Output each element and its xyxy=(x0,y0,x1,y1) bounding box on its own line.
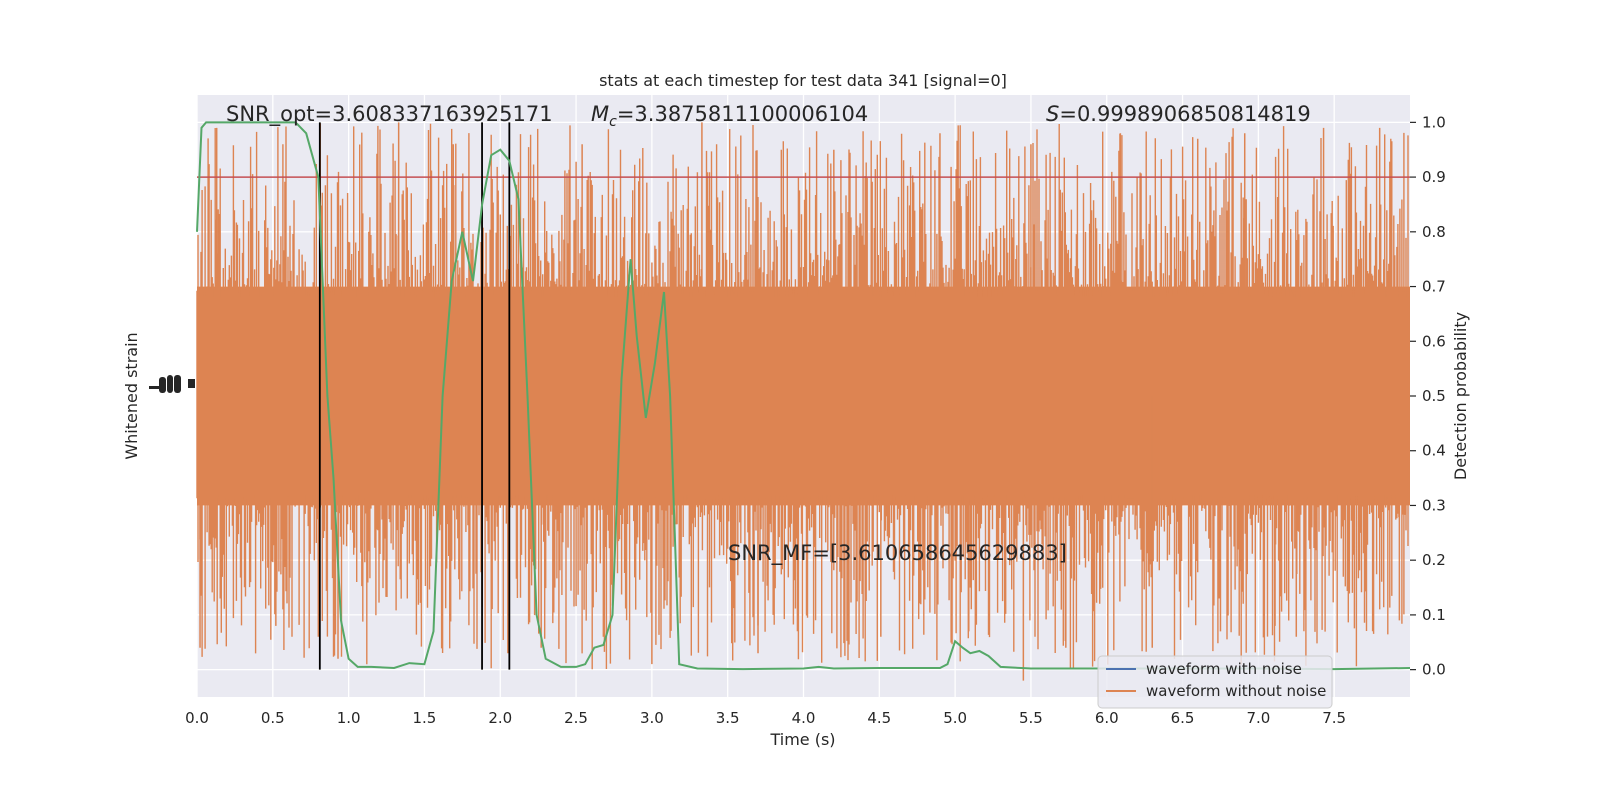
legend: waveform with noise waveform without noi… xyxy=(1097,655,1333,709)
x-tick-label: 4.0 xyxy=(792,709,816,727)
x-axis: 0.0 0.5 1.0 1.5 2.0 2.5 3.0 3.5 4.0 4.5 5.0 5.5 6.0 6… xyxy=(185,709,1346,727)
detection-probability-line xyxy=(196,121,1411,671)
y-tick-label: 0.8 xyxy=(1422,223,1446,241)
x-tick-label: 2.5 xyxy=(564,709,588,727)
s-annotation: S=0.9998906850814819 xyxy=(1046,102,1311,126)
x-tick-label: 0.0 xyxy=(185,709,209,727)
y-tick-label: 0.0 xyxy=(1422,661,1446,679)
y-tick-label: 1.0 xyxy=(1422,113,1446,131)
right-y-axis-label: Detection probability xyxy=(1451,312,1470,480)
y-tick-label: 0.1 xyxy=(1422,606,1446,624)
x-tick-label: 2.0 xyxy=(488,709,512,727)
y-tick-label: 0.2 xyxy=(1422,551,1446,569)
y-tick-label: 0.3 xyxy=(1422,496,1446,514)
left-y-axis-label: Whitened strain xyxy=(122,332,141,459)
strain-series xyxy=(196,122,1410,681)
x-tick-label: 4.5 xyxy=(867,709,891,727)
x-tick-label: 7.0 xyxy=(1246,709,1270,727)
x-tick-label: 6.0 xyxy=(1095,709,1119,727)
x-tick-label: 3.0 xyxy=(640,709,664,727)
x-tick-label: 7.5 xyxy=(1322,709,1346,727)
y-tick-label: 0.5 xyxy=(1422,387,1446,405)
legend-label-without-noise: waveform without noise xyxy=(1146,682,1326,700)
y-tick-label: 0.4 xyxy=(1422,442,1446,460)
x-tick-label: 0.5 xyxy=(261,709,285,727)
y-tick-label: 0.7 xyxy=(1422,278,1446,296)
x-tick-label: 1.0 xyxy=(337,709,361,727)
chart-title: stats at each timestep for test data 341… xyxy=(599,71,1007,90)
x-tick-label: 5.5 xyxy=(1019,709,1043,727)
chirp-mass-annotation: Mc=3.3875811100006104 xyxy=(591,102,868,130)
legend-label-with-noise: waveform with noise xyxy=(1146,660,1302,678)
x-axis-label: Time (s) xyxy=(769,730,835,749)
snr-opt-annotation: SNR_opt=3.608337163925171 xyxy=(226,102,553,127)
left-axis-offset-glyph xyxy=(149,375,195,393)
x-tick-label: 1.5 xyxy=(413,709,437,727)
y-tick-label: 0.9 xyxy=(1422,168,1446,186)
snr-mf-annotation: SNR_MF=[3.610658645629883] xyxy=(728,541,1067,566)
x-tick-label: 6.5 xyxy=(1171,709,1195,727)
y-tick-label: 0.6 xyxy=(1422,332,1446,350)
right-y-axis: 0.0 0.1 0.2 0.3 0.4 0.5 0.6 0.7 0.8 0.9 1.0 xyxy=(1410,113,1446,679)
x-tick-label: 3.5 xyxy=(716,709,740,727)
x-tick-label: 5.0 xyxy=(943,709,967,727)
legend-box xyxy=(1097,655,1333,709)
